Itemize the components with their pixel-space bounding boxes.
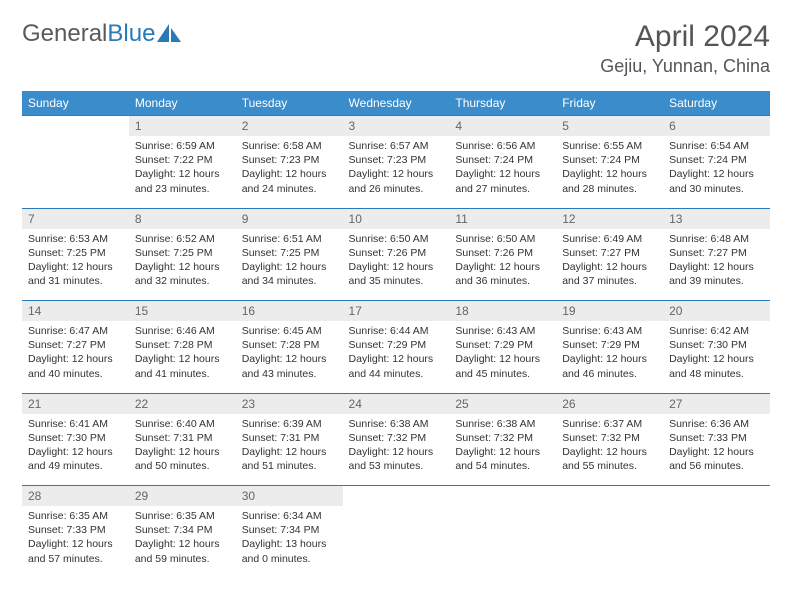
day-content-cell: Sunrise: 6:34 AMSunset: 7:34 PMDaylight:… xyxy=(236,506,343,578)
logo-sail-icon xyxy=(157,24,183,44)
day-content-cell: Sunrise: 6:41 AMSunset: 7:30 PMDaylight:… xyxy=(22,414,129,486)
header: GeneralBlue April 2024 Gejiu, Yunnan, Ch… xyxy=(22,20,770,77)
day-content-cell: Sunrise: 6:44 AMSunset: 7:29 PMDaylight:… xyxy=(343,321,450,393)
day-number-cell: 7 xyxy=(22,208,129,229)
day-content-cell xyxy=(556,506,663,578)
day-content-cell: Sunrise: 6:51 AMSunset: 7:25 PMDaylight:… xyxy=(236,229,343,301)
day-number-cell xyxy=(556,486,663,507)
day-number-cell: 30 xyxy=(236,486,343,507)
day-number-row: 14151617181920 xyxy=(22,301,770,322)
day-number-cell: 27 xyxy=(663,393,770,414)
day-content-cell: Sunrise: 6:40 AMSunset: 7:31 PMDaylight:… xyxy=(129,414,236,486)
day-number-cell: 26 xyxy=(556,393,663,414)
weekday-header: Saturday xyxy=(663,91,770,116)
day-number-cell: 24 xyxy=(343,393,450,414)
day-content-cell: Sunrise: 6:56 AMSunset: 7:24 PMDaylight:… xyxy=(449,136,556,208)
day-content-cell: Sunrise: 6:39 AMSunset: 7:31 PMDaylight:… xyxy=(236,414,343,486)
day-number-cell: 18 xyxy=(449,301,556,322)
day-number-cell: 13 xyxy=(663,208,770,229)
weekday-header: Friday xyxy=(556,91,663,116)
day-number-cell xyxy=(343,486,450,507)
day-number-cell: 22 xyxy=(129,393,236,414)
day-number-cell: 5 xyxy=(556,116,663,137)
day-content-cell: Sunrise: 6:48 AMSunset: 7:27 PMDaylight:… xyxy=(663,229,770,301)
day-number-cell: 21 xyxy=(22,393,129,414)
day-number-cell: 29 xyxy=(129,486,236,507)
day-number-row: 21222324252627 xyxy=(22,393,770,414)
day-number-cell xyxy=(663,486,770,507)
day-content-cell: Sunrise: 6:46 AMSunset: 7:28 PMDaylight:… xyxy=(129,321,236,393)
day-content-row: Sunrise: 6:35 AMSunset: 7:33 PMDaylight:… xyxy=(22,506,770,578)
day-number-cell: 4 xyxy=(449,116,556,137)
day-content-cell: Sunrise: 6:50 AMSunset: 7:26 PMDaylight:… xyxy=(343,229,450,301)
weekday-header-row: Sunday Monday Tuesday Wednesday Thursday… xyxy=(22,91,770,116)
day-number-cell: 3 xyxy=(343,116,450,137)
weekday-header: Wednesday xyxy=(343,91,450,116)
day-number-row: 78910111213 xyxy=(22,208,770,229)
day-content-cell: Sunrise: 6:42 AMSunset: 7:30 PMDaylight:… xyxy=(663,321,770,393)
day-content-cell: Sunrise: 6:59 AMSunset: 7:22 PMDaylight:… xyxy=(129,136,236,208)
location: Gejiu, Yunnan, China xyxy=(600,56,770,77)
day-content-row: Sunrise: 6:47 AMSunset: 7:27 PMDaylight:… xyxy=(22,321,770,393)
day-number-cell: 9 xyxy=(236,208,343,229)
day-content-cell: Sunrise: 6:38 AMSunset: 7:32 PMDaylight:… xyxy=(343,414,450,486)
day-number-cell: 16 xyxy=(236,301,343,322)
day-content-cell: Sunrise: 6:45 AMSunset: 7:28 PMDaylight:… xyxy=(236,321,343,393)
day-number-cell xyxy=(22,116,129,137)
day-content-cell: Sunrise: 6:43 AMSunset: 7:29 PMDaylight:… xyxy=(556,321,663,393)
day-content-cell: Sunrise: 6:54 AMSunset: 7:24 PMDaylight:… xyxy=(663,136,770,208)
day-number-cell: 6 xyxy=(663,116,770,137)
day-number-cell: 2 xyxy=(236,116,343,137)
day-number-cell: 1 xyxy=(129,116,236,137)
weekday-header: Tuesday xyxy=(236,91,343,116)
day-content-cell: Sunrise: 6:58 AMSunset: 7:23 PMDaylight:… xyxy=(236,136,343,208)
day-content-cell: Sunrise: 6:36 AMSunset: 7:33 PMDaylight:… xyxy=(663,414,770,486)
day-number-cell: 28 xyxy=(22,486,129,507)
day-content-cell: Sunrise: 6:37 AMSunset: 7:32 PMDaylight:… xyxy=(556,414,663,486)
day-content-cell: Sunrise: 6:49 AMSunset: 7:27 PMDaylight:… xyxy=(556,229,663,301)
day-content-cell: Sunrise: 6:38 AMSunset: 7:32 PMDaylight:… xyxy=(449,414,556,486)
day-number-row: 282930 xyxy=(22,486,770,507)
logo: GeneralBlue xyxy=(22,20,183,48)
day-content-cell: Sunrise: 6:53 AMSunset: 7:25 PMDaylight:… xyxy=(22,229,129,301)
day-content-cell: Sunrise: 6:52 AMSunset: 7:25 PMDaylight:… xyxy=(129,229,236,301)
day-content-cell xyxy=(22,136,129,208)
day-number-cell: 14 xyxy=(22,301,129,322)
day-number-cell: 11 xyxy=(449,208,556,229)
day-content-cell xyxy=(449,506,556,578)
day-number-cell: 15 xyxy=(129,301,236,322)
day-number-cell: 20 xyxy=(663,301,770,322)
weekday-header: Sunday xyxy=(22,91,129,116)
day-content-row: Sunrise: 6:41 AMSunset: 7:30 PMDaylight:… xyxy=(22,414,770,486)
weekday-header: Monday xyxy=(129,91,236,116)
day-number-cell xyxy=(449,486,556,507)
day-content-cell: Sunrise: 6:47 AMSunset: 7:27 PMDaylight:… xyxy=(22,321,129,393)
day-content-cell xyxy=(343,506,450,578)
day-content-row: Sunrise: 6:59 AMSunset: 7:22 PMDaylight:… xyxy=(22,136,770,208)
day-number-cell: 19 xyxy=(556,301,663,322)
day-number-cell: 23 xyxy=(236,393,343,414)
day-number-row: 123456 xyxy=(22,116,770,137)
day-content-cell: Sunrise: 6:35 AMSunset: 7:33 PMDaylight:… xyxy=(22,506,129,578)
day-number-cell: 12 xyxy=(556,208,663,229)
weekday-header: Thursday xyxy=(449,91,556,116)
day-content-cell: Sunrise: 6:43 AMSunset: 7:29 PMDaylight:… xyxy=(449,321,556,393)
day-content-cell: Sunrise: 6:50 AMSunset: 7:26 PMDaylight:… xyxy=(449,229,556,301)
month-title: April 2024 xyxy=(600,20,770,54)
day-content-row: Sunrise: 6:53 AMSunset: 7:25 PMDaylight:… xyxy=(22,229,770,301)
day-number-cell: 25 xyxy=(449,393,556,414)
day-content-cell: Sunrise: 6:35 AMSunset: 7:34 PMDaylight:… xyxy=(129,506,236,578)
day-number-cell: 8 xyxy=(129,208,236,229)
title-block: April 2024 Gejiu, Yunnan, China xyxy=(600,20,770,77)
logo-text-blue: Blue xyxy=(107,20,155,48)
day-number-cell: 10 xyxy=(343,208,450,229)
day-content-cell xyxy=(663,506,770,578)
day-number-cell: 17 xyxy=(343,301,450,322)
day-content-cell: Sunrise: 6:55 AMSunset: 7:24 PMDaylight:… xyxy=(556,136,663,208)
logo-text-gray: General xyxy=(22,20,107,48)
calendar-table: Sunday Monday Tuesday Wednesday Thursday… xyxy=(22,91,770,578)
day-content-cell: Sunrise: 6:57 AMSunset: 7:23 PMDaylight:… xyxy=(343,136,450,208)
